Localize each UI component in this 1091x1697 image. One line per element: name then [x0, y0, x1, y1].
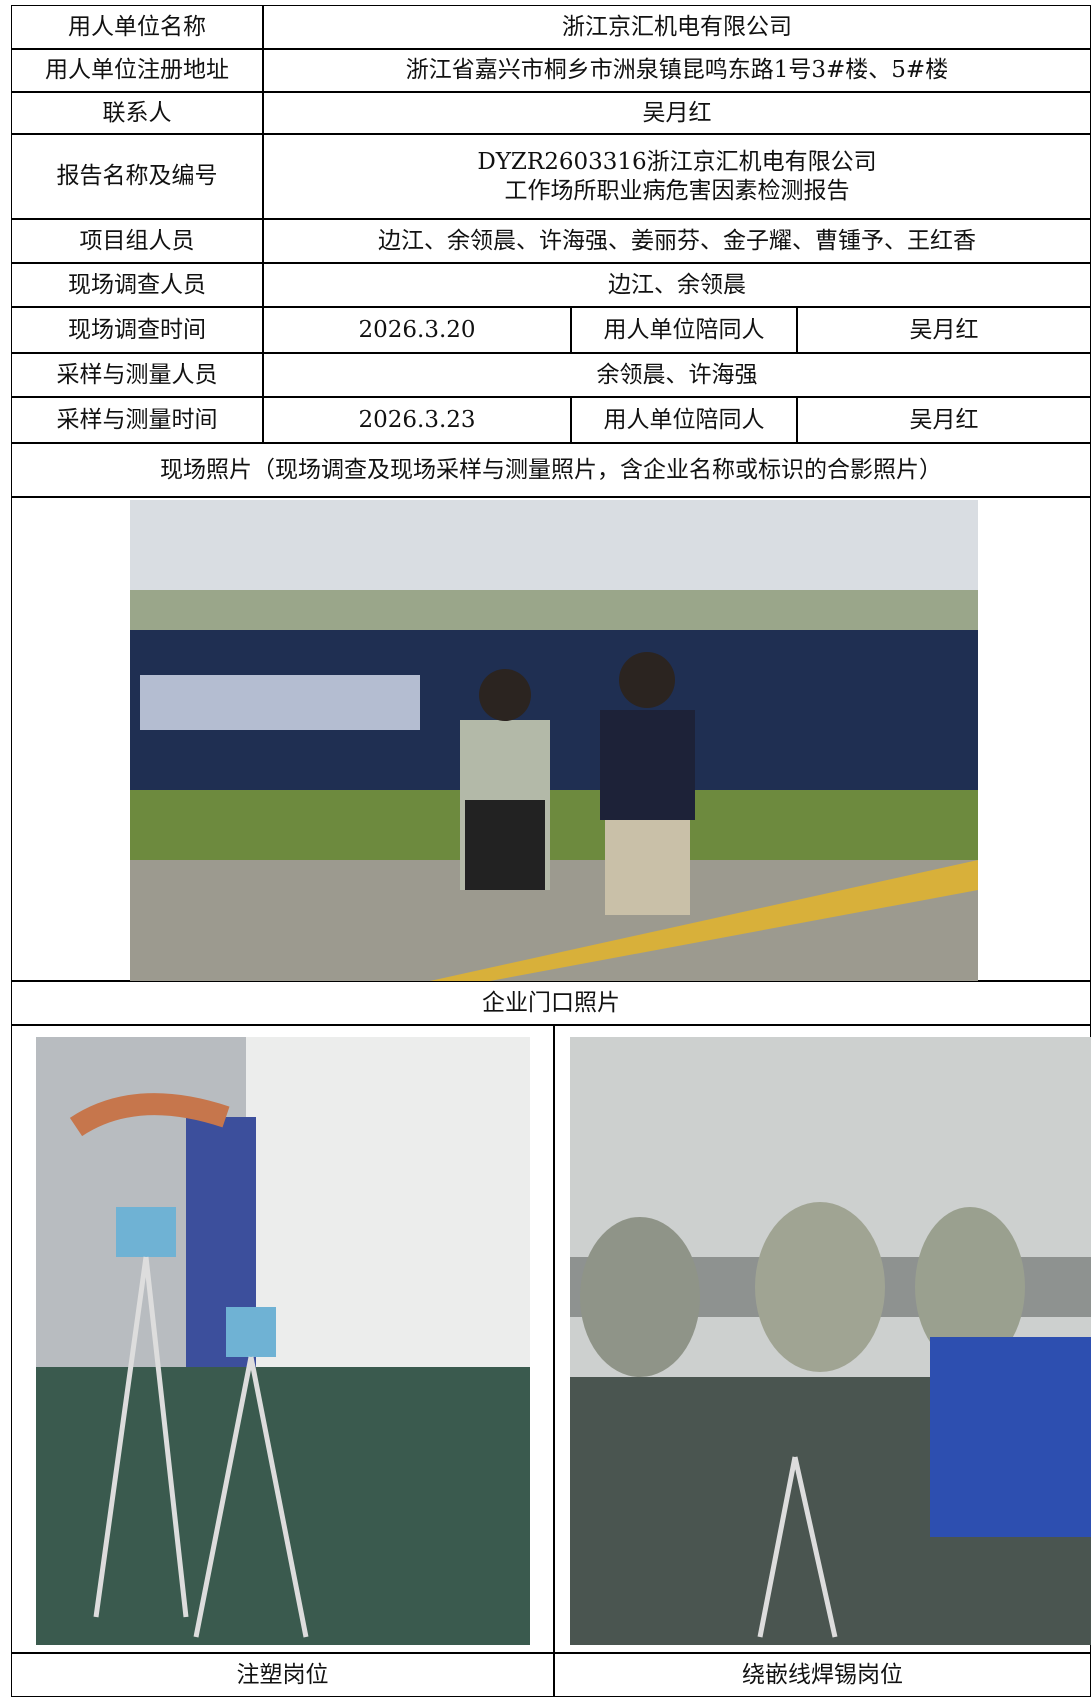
cell-text: 联系人 [102, 99, 172, 126]
row-label: 用人单位陪同人 [571, 307, 797, 353]
cell-text: 余领晨、许海强 [596, 361, 758, 388]
cell-text: 边江、余领晨、许海强、姜丽芬、金子耀、曹锺予、王红香 [378, 227, 976, 254]
row-value: 2026.3.23 [263, 397, 571, 443]
cell-text: 现场照片（现场调查及现场采样与测量照片，含企业名称或标识的合影照片） [160, 456, 942, 483]
row-label: 采样与测量人员 [11, 353, 263, 397]
cell-text: 现场调查时间 [68, 316, 206, 343]
photo-injection [36, 1037, 530, 1645]
row-value: 余领晨、许海强 [263, 353, 1091, 397]
row-value: 边江、余领晨 [263, 263, 1091, 307]
row-value: 吴月红 [263, 92, 1091, 134]
row-label: 项目组人员 [11, 219, 263, 263]
row-label: 报告名称及编号 [11, 134, 263, 219]
cell-text: 项目组人员 [79, 227, 195, 254]
cell-text: 注塑岗位 [236, 1661, 329, 1688]
cell-text: 2026.3.20 [358, 316, 476, 343]
cell-text: 用人单位陪同人 [603, 316, 765, 343]
row-value: 吴月红 [797, 397, 1091, 443]
cell-text: 用人单位陪同人 [603, 406, 765, 433]
row-value: 吴月红 [797, 307, 1091, 353]
cell-text: 吴月红 [909, 406, 979, 433]
row-label: 采样与测量时间 [11, 397, 263, 443]
row-value: DYZR2603316浙江京汇机电有限公司 工作场所职业病危害因素检测报告 [263, 134, 1091, 219]
row-label: 用人单位注册地址 [11, 49, 263, 92]
cell-text: 用人单位注册地址 [45, 57, 229, 84]
cell-text: 现场调查人员 [68, 271, 206, 298]
row-label: 现场调查人员 [11, 263, 263, 307]
cell-text: 企业门口照片 [482, 989, 620, 1016]
cell-text: 用人单位名称 [68, 13, 206, 40]
cell-text: 报告名称及编号 [56, 163, 218, 190]
row-value: 2026.3.20 [263, 307, 571, 353]
photo-soldering [570, 1037, 1091, 1645]
cell-text: 2026.3.23 [358, 406, 476, 433]
photo-caption: 绕嵌线焊锡岗位 [554, 1653, 1091, 1697]
cell-text: 采样与测量人员 [56, 361, 218, 388]
row-value: 浙江省嘉兴市桐乡市洲泉镇昆鸣东路1号3#楼、5#楼 [263, 49, 1091, 92]
row-value: 边江、余领晨、许海强、姜丽芬、金子耀、曹锺予、王红香 [263, 219, 1091, 263]
row-value: 浙江京汇机电有限公司 [263, 5, 1091, 49]
cell-text: 工作场所职业病危害因素检测报告 [504, 177, 850, 204]
cell-text: 吴月红 [642, 99, 712, 126]
row-label: 用人单位陪同人 [571, 397, 797, 443]
cell-text: DYZR2603316浙江京汇机电有限公司 [477, 148, 877, 175]
cell-text: 边江、余领晨 [608, 271, 746, 298]
cell-text: 浙江省嘉兴市桐乡市洲泉镇昆鸣东路1号3#楼、5#楼 [405, 57, 949, 84]
photo-caption: 企业门口照片 [11, 981, 1091, 1025]
row-label: 现场调查时间 [11, 307, 263, 353]
row-label: 联系人 [11, 92, 263, 134]
cell-text: 绕嵌线焊锡岗位 [742, 1661, 903, 1688]
cell-text: 吴月红 [909, 316, 979, 343]
photo-heading: 现场照片（现场调查及现场采样与测量照片，含企业名称或标识的合影照片） [11, 443, 1091, 497]
photo-cell [11, 1025, 554, 1653]
row-label: 用人单位名称 [11, 5, 263, 49]
photo-entrance [130, 500, 978, 981]
photo-caption: 注塑岗位 [11, 1653, 554, 1697]
cell-text: 浙江京汇机电有限公司 [562, 13, 792, 40]
cell-text: 采样与测量时间 [56, 406, 218, 433]
